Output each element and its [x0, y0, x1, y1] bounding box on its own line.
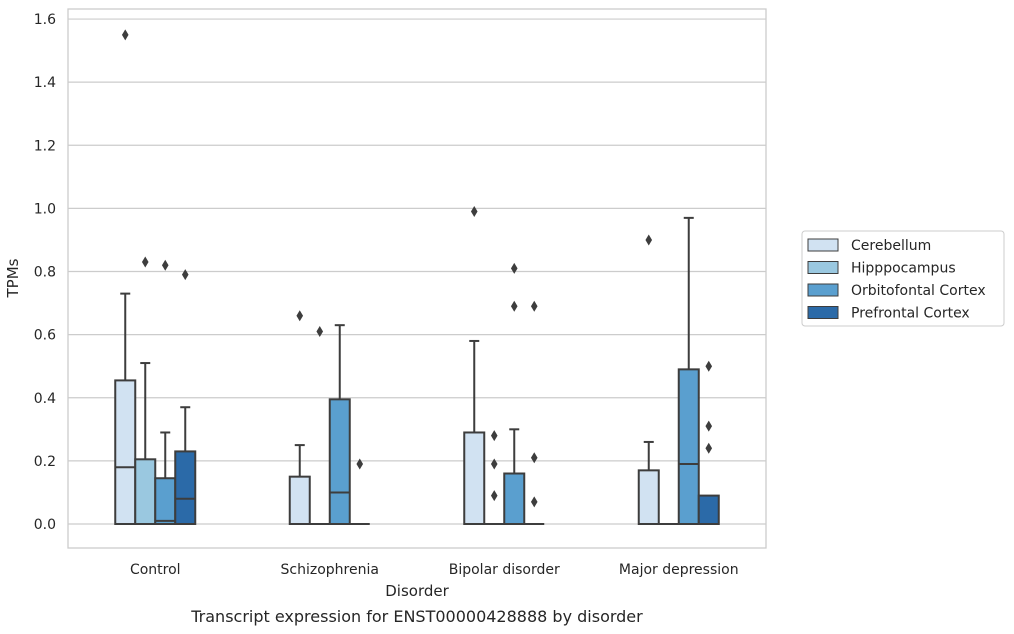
y-tick-label: 1.0: [34, 201, 56, 217]
legend-swatch: [807, 238, 839, 252]
x-tick-label: Schizophrenia: [281, 562, 379, 578]
box-plot: [697, 360, 720, 526]
outlier-point: [530, 496, 538, 508]
box-plot: [484, 430, 505, 525]
box: [677, 368, 700, 525]
outlier-point: [470, 206, 478, 218]
legend-frame: [801, 230, 1005, 327]
x-tick-label: Major depression: [619, 562, 739, 578]
outlier-point: [530, 452, 538, 464]
outlier-point: [161, 259, 169, 271]
box-plot: [154, 259, 177, 526]
outlier-point: [530, 300, 538, 312]
outlier-point: [490, 490, 498, 502]
y-tick-labels: 0.0 0.2 0.4 0.6 0.8 1.0 1.2 1.4 1.6: [34, 12, 56, 533]
box-plot: [309, 325, 330, 525]
box-plot: [134, 256, 157, 525]
x-axis-label: Disorder: [385, 582, 449, 600]
outlier-point: [296, 310, 304, 322]
box: [154, 477, 177, 526]
box: [637, 469, 660, 525]
x-tick-label: Control: [130, 562, 181, 578]
box-plot: [288, 310, 311, 526]
legend-label: Prefrontal Cortex: [851, 306, 970, 322]
x-tick-label: Bipolar disorder: [449, 562, 560, 578]
box: [328, 398, 351, 526]
y-tick-label: 0.6: [34, 328, 56, 344]
box-plot: [349, 458, 370, 525]
box-plot: [503, 262, 526, 525]
box-plot: [174, 269, 197, 525]
outlier-point: [705, 360, 713, 372]
box: [288, 475, 311, 526]
box-plot: [463, 206, 486, 526]
box-plot: [524, 300, 545, 525]
outlier-point: [356, 458, 364, 470]
outlier-point: [490, 458, 498, 470]
plot-area-frame: [67, 8, 767, 549]
legend-swatch: [807, 283, 839, 297]
outlier-point: [141, 256, 149, 268]
box-plot: [677, 216, 700, 525]
outlier-point: [121, 29, 129, 41]
box: [134, 458, 157, 525]
y-tick-label: 1.4: [34, 75, 56, 91]
legend-swatch: [807, 261, 839, 274]
box: [114, 379, 137, 526]
box-plot: [114, 29, 137, 526]
box: [463, 431, 486, 526]
chart-title: Transcript expression for ENST0000042888…: [190, 607, 643, 626]
y-tick-label: 0.8: [34, 265, 56, 281]
y-tick-label: 0.4: [34, 391, 56, 407]
outlier-point: [316, 325, 324, 337]
legend: Cerebellum Hipppocampus Orbitofontal Corte…: [801, 230, 1005, 327]
box: [503, 472, 526, 525]
box: [697, 494, 720, 526]
outlier-point: [645, 234, 653, 246]
y-tick-label: 0.2: [34, 454, 56, 470]
legend-swatch: [807, 306, 839, 319]
x-tick-labels: Control Schizophrenia Bipolar disorder Majo…: [130, 562, 739, 578]
outlier-point: [181, 269, 189, 281]
box: [174, 450, 197, 525]
outlier-point: [490, 430, 498, 442]
box-plot: [328, 324, 351, 526]
outlier-point: [705, 420, 713, 432]
box-plot: [637, 234, 660, 525]
legend-label: Cerebellum: [851, 238, 931, 254]
box-plots: [114, 29, 720, 526]
y-tick-label: 1.6: [34, 12, 56, 28]
legend-label: Hipppocampus: [851, 261, 956, 277]
y-axis-label: TPMs: [4, 258, 22, 298]
legend-label: Orbitofontal Cortex: [851, 283, 986, 299]
y-tick-label: 1.2: [34, 138, 56, 154]
y-tick-label: 0.0: [34, 517, 56, 533]
outlier-point: [510, 262, 518, 274]
outlier-point: [510, 300, 518, 312]
outlier-point: [705, 442, 713, 454]
